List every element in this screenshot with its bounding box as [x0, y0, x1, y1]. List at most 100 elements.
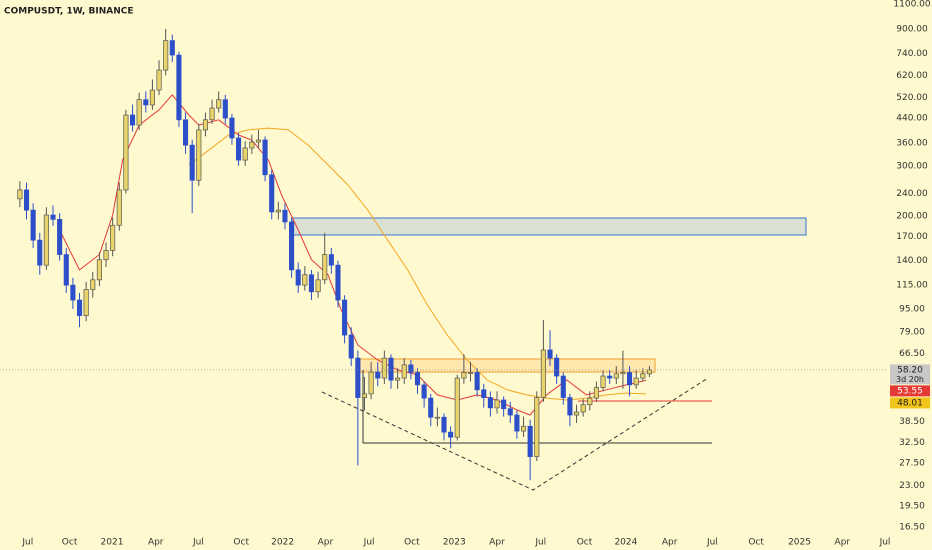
y-tick-label: 19.50 [899, 502, 925, 512]
y-tick-label: 66.50 [899, 349, 925, 359]
y-tick-label: 115.00 [896, 281, 928, 291]
pattern-line [321, 377, 709, 491]
candle-body [342, 299, 348, 336]
candle-body [381, 357, 387, 379]
candle-body [408, 364, 414, 373]
price-box-label: 48.01 [897, 399, 923, 409]
candle-body [587, 397, 593, 406]
candle-body [335, 264, 341, 301]
x-tick-label: 2022 [271, 538, 294, 548]
candle-body [76, 299, 83, 316]
candle-body [222, 99, 228, 119]
candle-body [507, 408, 513, 416]
candle-body [322, 254, 328, 281]
candle-body [355, 357, 361, 398]
candle-body [474, 372, 480, 391]
candle-body [302, 274, 308, 286]
candle-body [202, 119, 208, 131]
candle-body [534, 397, 540, 457]
candle-body [249, 141, 255, 149]
candle-body [593, 387, 599, 399]
candle-body [255, 139, 261, 143]
price-box-label: 58.20 [897, 366, 923, 376]
y-tick-label: 16.50 [899, 522, 925, 532]
candle-body [461, 372, 467, 379]
x-tick-label: 2024 [614, 538, 637, 548]
candle-body [388, 357, 394, 381]
x-tick-label: Apr [489, 538, 505, 548]
candle-body [37, 239, 43, 266]
candles [17, 28, 652, 481]
candle-body [428, 397, 434, 418]
candle-body [395, 377, 401, 381]
candle-body [494, 399, 500, 409]
x-tick-label: Apr [834, 538, 850, 548]
candle-body [375, 371, 381, 379]
x-tick-label: Apr [148, 538, 164, 548]
price-box [890, 364, 930, 385]
candle-body [613, 373, 619, 379]
x-tick-label: Oct [748, 538, 764, 548]
y-tick-label: 1100.00 [893, 0, 930, 10]
candle-body [487, 397, 493, 409]
y-tick-label: 360.00 [896, 139, 928, 149]
candle-body [627, 372, 633, 386]
candle-body [368, 371, 374, 395]
y-tick-label: 900.00 [896, 24, 928, 34]
candle-body [467, 372, 474, 374]
x-tick-label: 2025 [788, 538, 811, 548]
candle-body [328, 254, 334, 266]
candle-body [30, 209, 36, 241]
candle-body [163, 40, 169, 71]
candle-body [149, 89, 155, 106]
candle-body [401, 364, 407, 379]
candle-body [295, 269, 301, 286]
candle-body [57, 219, 63, 255]
x-tick-label: Oct [404, 538, 420, 548]
candle-body [481, 389, 487, 398]
y-tick-label: 240.00 [896, 189, 928, 199]
candle-body [209, 107, 215, 121]
candle-body [70, 284, 76, 301]
y-tick-label: 79.00 [899, 327, 925, 337]
y-tick-label: 620.00 [896, 71, 928, 81]
x-tick-label: Oct [62, 538, 78, 548]
candle-body [90, 279, 96, 290]
candle-body [289, 221, 295, 271]
x-tick-label: Apr [662, 538, 678, 548]
price-box [890, 385, 930, 397]
candle-body [540, 349, 546, 398]
candle-body [600, 375, 606, 388]
candle-body [229, 117, 235, 139]
candle-body [262, 139, 268, 176]
candle-body [520, 425, 527, 432]
candle-body [573, 411, 580, 416]
drawings [292, 217, 807, 491]
candle-body [216, 99, 222, 109]
y-tick-label: 520.00 [896, 93, 928, 103]
y-tick-label: 740.00 [896, 49, 928, 59]
candle-body [361, 393, 368, 398]
candle-body [143, 99, 149, 106]
x-tick-label: 2023 [443, 538, 466, 548]
candle-body [580, 404, 586, 413]
candle-body [136, 99, 142, 126]
candle-body [501, 399, 507, 410]
y-tick-label: 32.50 [899, 438, 925, 448]
x-tick-label: Oct [233, 538, 249, 548]
candle-body [414, 372, 421, 386]
x-tick-label: Jul [363, 538, 375, 548]
candle-body [176, 54, 182, 121]
candle-body [441, 416, 447, 433]
candle-body [63, 254, 69, 286]
candle-body [43, 214, 49, 266]
candle-body [646, 369, 652, 375]
x-tick-label: Apr [318, 538, 334, 548]
x-tick-label: Jul [21, 538, 33, 548]
candle-body [348, 334, 354, 359]
candle-body [103, 250, 109, 261]
candle-body [620, 372, 626, 375]
candle-body [547, 349, 553, 359]
